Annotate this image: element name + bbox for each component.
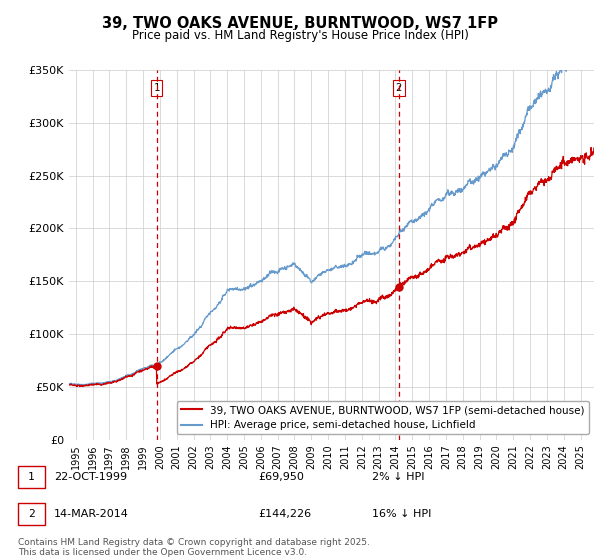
Text: 16% ↓ HPI: 16% ↓ HPI <box>372 509 431 519</box>
Text: 1: 1 <box>28 472 35 482</box>
Text: 2% ↓ HPI: 2% ↓ HPI <box>372 472 425 482</box>
Text: £144,226: £144,226 <box>258 509 311 519</box>
Text: Price paid vs. HM Land Registry's House Price Index (HPI): Price paid vs. HM Land Registry's House … <box>131 29 469 42</box>
Legend: 39, TWO OAKS AVENUE, BURNTWOOD, WS7 1FP (semi-detached house), HPI: Average pric: 39, TWO OAKS AVENUE, BURNTWOOD, WS7 1FP … <box>177 401 589 435</box>
Text: Contains HM Land Registry data © Crown copyright and database right 2025.
This d: Contains HM Land Registry data © Crown c… <box>18 538 370 557</box>
Text: 2: 2 <box>395 83 402 93</box>
Text: 14-MAR-2014: 14-MAR-2014 <box>54 509 129 519</box>
Text: 39, TWO OAKS AVENUE, BURNTWOOD, WS7 1FP: 39, TWO OAKS AVENUE, BURNTWOOD, WS7 1FP <box>102 16 498 31</box>
Text: 1: 1 <box>154 83 160 93</box>
Text: £69,950: £69,950 <box>258 472 304 482</box>
Text: 22-OCT-1999: 22-OCT-1999 <box>54 472 127 482</box>
Text: 2: 2 <box>28 509 35 519</box>
